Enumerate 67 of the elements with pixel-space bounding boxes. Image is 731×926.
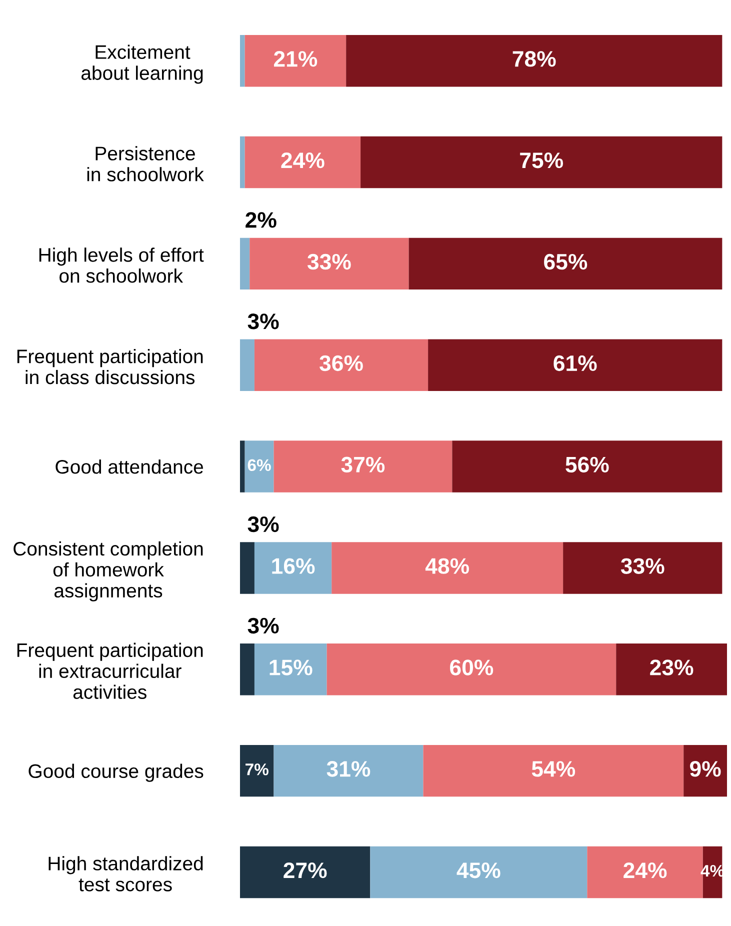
bar [240, 542, 254, 594]
bar [274, 440, 452, 492]
data-label: 3% [248, 618, 279, 634]
bar [244, 136, 361, 188]
data-label: 23% [650, 660, 694, 676]
y-tick-label: Consistent completion of homework assignments [14, 541, 203, 602]
data-label: 61% [554, 355, 597, 372]
y-tick-label: High standardized test scores [48, 856, 203, 892]
data-label: 33% [307, 254, 351, 270]
y-tick-label: Good course grades [28, 764, 204, 782]
bar [250, 238, 409, 290]
data-label: 36% [320, 355, 363, 372]
bar [240, 846, 370, 898]
bar [240, 238, 250, 290]
data-label: 31% [326, 761, 370, 777]
data-label: 16% [272, 558, 315, 574]
data-label: 27% [284, 862, 327, 878]
data-label: 37% [341, 456, 385, 473]
data-label: 15% [270, 660, 312, 676]
bar [240, 34, 245, 87]
bar [254, 339, 428, 391]
bar [332, 542, 564, 594]
bar [428, 339, 722, 391]
bar [370, 846, 588, 898]
bar [360, 136, 722, 188]
data-label: 75% [520, 152, 564, 168]
data-label: 60% [450, 660, 494, 676]
y-tick-label: Excitement about learning [81, 44, 203, 84]
bar [254, 542, 332, 594]
data-label: 48% [425, 558, 469, 574]
bar [240, 339, 254, 391]
bar [240, 440, 245, 492]
bar [326, 644, 616, 696]
data-label: 78% [512, 51, 556, 67]
bar [452, 440, 722, 492]
data-label: 54% [532, 761, 576, 777]
y-tick-label: Frequent participation in class discussions [17, 349, 203, 384]
bar [408, 238, 722, 290]
bar [423, 744, 684, 797]
data-label: 24% [281, 152, 324, 168]
bar [240, 744, 274, 797]
bar [616, 644, 727, 696]
data-label: 33% [620, 558, 664, 574]
data-label: 2% [246, 212, 276, 228]
bar [684, 744, 727, 797]
data-label: 24% [624, 862, 667, 878]
bar [244, 34, 346, 87]
data-label: 65% [544, 254, 588, 270]
data-label: 21% [274, 51, 318, 67]
bar [244, 440, 274, 492]
data-label: 56% [566, 456, 609, 472]
bar [240, 644, 254, 696]
data-label: 9% [690, 761, 721, 777]
bar [346, 34, 722, 87]
data-label: 7% [246, 764, 268, 776]
bar [274, 744, 424, 797]
bar [240, 136, 245, 188]
data-label: 3% [248, 516, 279, 532]
data-label: 3% [248, 314, 279, 330]
bar [563, 542, 722, 594]
bar [254, 644, 327, 696]
data-label: 45% [456, 862, 500, 878]
y-tick-label: Persistence in schoolwork [87, 146, 204, 182]
data-label: 6% [248, 459, 271, 472]
y-tick-label: Good attendance [56, 459, 204, 474]
y-tick-label: High levels of effort on schoolwork [39, 248, 204, 283]
y-tick-label: Frequent participation in extracurricular activities [17, 642, 203, 699]
